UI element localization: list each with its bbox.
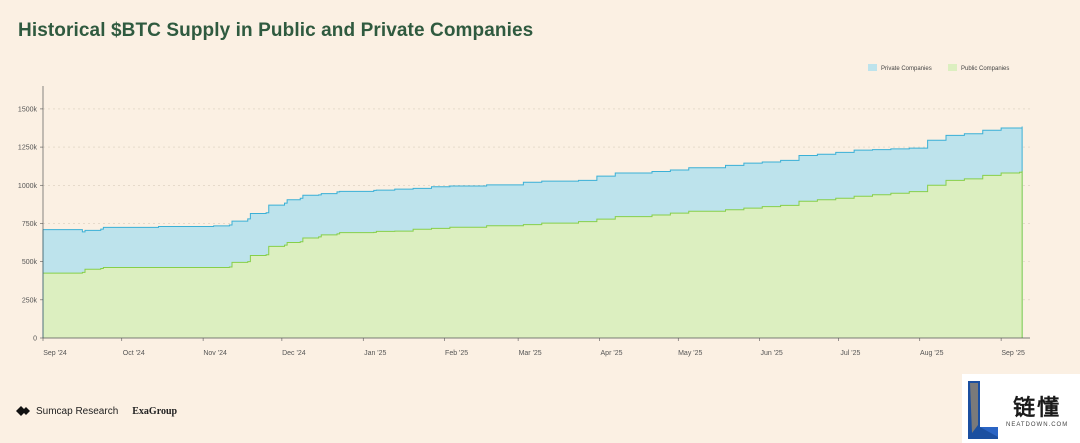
x-tick-label: Oct '24 bbox=[123, 350, 145, 357]
y-tick-label: 0 bbox=[33, 336, 37, 343]
y-tick-label: 500k bbox=[22, 259, 38, 266]
neatdown-watermark: 链懂 NEATDOWN.COM bbox=[962, 374, 1080, 443]
legend-label-private: Private Companies bbox=[881, 66, 932, 72]
exagroup-brand-label: ExaGroup bbox=[132, 405, 178, 417]
public-companies-area bbox=[43, 170, 1023, 338]
y-tick-label: 1500k bbox=[18, 106, 38, 113]
y-tick-label: 1000k bbox=[18, 183, 38, 190]
stacked-area-chart: 0 250k 500k 750k 1000k 1250k 1500k Sep '24 Oct '… bbox=[18, 64, 1030, 357]
sumcap-brand: Sumcap Research bbox=[16, 405, 118, 417]
legend-swatch-public bbox=[948, 64, 957, 71]
x-tick-label: Mar '25 bbox=[519, 350, 542, 357]
x-tick-label: Jan '25 bbox=[364, 350, 386, 357]
x-tick-label: Feb '25 bbox=[445, 350, 468, 357]
sumcap-logo-icon bbox=[16, 406, 30, 416]
neatdown-logo-icon bbox=[968, 380, 998, 439]
legend-swatch-private bbox=[868, 64, 877, 71]
x-tick-label: May '25 bbox=[678, 350, 702, 357]
y-tick-label: 250k bbox=[22, 297, 38, 304]
x-tick-label: Sep '25 bbox=[1001, 350, 1025, 357]
x-tick-label: Aug '25 bbox=[920, 350, 944, 357]
x-tick-label: Apr '25 bbox=[601, 350, 623, 357]
chart-title: Historical $BTC Supply in Public and Pri… bbox=[18, 20, 534, 41]
x-tick-label: Jun '25 bbox=[760, 350, 782, 357]
x-tick-label: Sep '24 bbox=[43, 350, 67, 357]
public-companies-line bbox=[43, 170, 1023, 338]
y-tick-label: 1250k bbox=[18, 145, 38, 152]
sumcap-brand-label: Sumcap Research bbox=[36, 405, 119, 417]
x-tick-label: Jul '25 bbox=[840, 350, 860, 357]
footer: Sumcap Research ExaGroup bbox=[16, 405, 177, 417]
watermark-url-text: NEATDOWN.COM bbox=[1006, 421, 1069, 428]
legend-label-public: Public Companies bbox=[961, 66, 1009, 72]
watermark-cn-text: 链懂 bbox=[1013, 395, 1062, 421]
private-companies-line bbox=[43, 126, 1023, 338]
x-tick-label: Nov '24 bbox=[203, 350, 227, 357]
area-layers bbox=[42, 126, 1023, 339]
axes: 0 250k 500k 750k 1000k 1250k 1500k Sep '24 Oct '… bbox=[18, 86, 1030, 357]
x-tick-label: Dec '24 bbox=[282, 350, 306, 357]
y-tick-label: 750k bbox=[22, 221, 38, 228]
legend: Private Companies Public Companies bbox=[868, 64, 1009, 72]
